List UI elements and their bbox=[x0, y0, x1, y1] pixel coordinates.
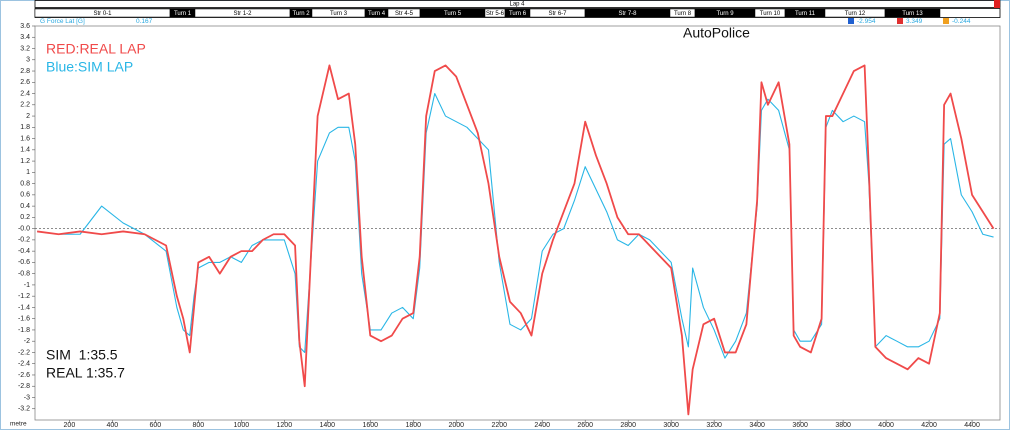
y-tick-label: -2.4 bbox=[18, 361, 30, 368]
x-tick-label: 1800 bbox=[405, 422, 421, 429]
segment-label: Turn 12 bbox=[845, 11, 866, 17]
segment-label: Turn 4 bbox=[368, 11, 386, 17]
annotation: SIM 1:35.5 bbox=[46, 347, 118, 363]
segment-label: Turn 6 bbox=[509, 11, 527, 17]
x-tick-label: 3800 bbox=[835, 422, 851, 429]
y-tick-label: -2.8 bbox=[18, 383, 30, 390]
cursor-readout: 3.349 bbox=[906, 18, 923, 25]
cursor-readout: -2.954 bbox=[857, 18, 876, 25]
y-tick-label: 1 bbox=[26, 169, 30, 176]
plot-area bbox=[34, 25, 1001, 421]
y-tick-label: 3.6 bbox=[20, 23, 30, 30]
y-tick-label: 2 bbox=[26, 113, 30, 120]
y-tick-label: -0.8 bbox=[18, 271, 30, 278]
x-tick-label: 2200 bbox=[491, 422, 507, 429]
y-tick-label: -1.2 bbox=[18, 293, 30, 300]
segment-label: Turn 8 bbox=[674, 11, 692, 17]
x-axis-label: metre bbox=[10, 421, 27, 428]
lap-marker bbox=[994, 0, 1000, 8]
y-tick-label: -2 bbox=[24, 338, 30, 345]
y-tick-label: 0.6 bbox=[20, 192, 30, 199]
y-tick-label: 3 bbox=[26, 57, 30, 64]
y-tick-label: 1.2 bbox=[20, 158, 30, 165]
x-tick-label: 1200 bbox=[277, 422, 293, 429]
cursor-readout: -0.244 bbox=[952, 18, 971, 25]
x-tick-label: 1400 bbox=[320, 422, 336, 429]
chart-title: AutoPolice bbox=[683, 25, 750, 41]
y-tick-label: -2.2 bbox=[18, 349, 30, 356]
segment-label: Str 7-8 bbox=[618, 11, 637, 17]
y-tick-label: 0.4 bbox=[20, 203, 30, 210]
segment-label: Turn 1 bbox=[174, 11, 192, 17]
y-tick-label: -1 bbox=[24, 282, 30, 289]
legend-entry: Blue:SIM LAP bbox=[46, 59, 133, 75]
y-tick-label: -2.6 bbox=[18, 372, 30, 379]
segment-label: Turn 9 bbox=[716, 11, 734, 17]
segment-label: Turn 11 bbox=[795, 11, 816, 17]
min-icon bbox=[848, 18, 854, 24]
annotation: REAL 1:35.7 bbox=[46, 365, 125, 381]
x-tick-label: 4000 bbox=[878, 422, 894, 429]
y-tick-label: -0.0 bbox=[18, 225, 30, 232]
segment-label: Turn 10 bbox=[760, 11, 781, 17]
y-tick-label: 3.4 bbox=[20, 34, 30, 41]
y-tick-label: -0.6 bbox=[18, 259, 30, 266]
max-icon bbox=[897, 18, 903, 24]
x-tick-label: 800 bbox=[192, 422, 204, 429]
y-tick-label: -1.6 bbox=[18, 316, 30, 323]
x-tick-label: 400 bbox=[107, 422, 119, 429]
segment-label: Str 1-2 bbox=[233, 11, 252, 17]
y-tick-label: 1.8 bbox=[20, 124, 30, 131]
series-line bbox=[37, 64, 995, 416]
y-tick-label: 2.6 bbox=[20, 79, 30, 86]
segment-label: Str 4-5 bbox=[395, 11, 414, 17]
y-tick-label: -1.4 bbox=[18, 304, 30, 311]
y-tick-label: -0.4 bbox=[18, 248, 30, 255]
y-tick-label: 2.2 bbox=[20, 102, 30, 109]
segment-label: Str 5-6 bbox=[486, 11, 505, 17]
avg-icon bbox=[943, 18, 949, 24]
y-tick-label: 2.4 bbox=[20, 90, 30, 97]
segment bbox=[884, 8, 941, 18]
x-tick-label: 1000 bbox=[234, 422, 250, 429]
x-tick-label: 3200 bbox=[706, 422, 722, 429]
y-tick-label: -0.2 bbox=[18, 237, 30, 244]
y-tick-label: 3.2 bbox=[20, 45, 30, 52]
lap-label: Lap 4 bbox=[509, 2, 525, 8]
x-tick-label: 3400 bbox=[749, 422, 765, 429]
x-tick-label: 2000 bbox=[448, 422, 464, 429]
x-tick-label: 2800 bbox=[620, 422, 636, 429]
y-tick-label: -3 bbox=[24, 394, 30, 401]
segment-label: Str 0-1 bbox=[93, 11, 112, 17]
x-tick-label: 1600 bbox=[362, 422, 378, 429]
legend-entry: RED:REAL LAP bbox=[46, 41, 146, 57]
channel-name: G Force Lat [G] bbox=[40, 18, 85, 25]
y-tick-label: 2.8 bbox=[20, 68, 30, 75]
y-tick-label: -1.8 bbox=[18, 327, 30, 334]
x-tick-label: 4200 bbox=[921, 422, 937, 429]
segment-label: Turn 5 bbox=[444, 11, 462, 17]
y-tick-label: 1.6 bbox=[20, 135, 30, 142]
x-tick-label: 200 bbox=[64, 422, 76, 429]
x-tick-label: 4400 bbox=[964, 422, 980, 429]
x-tick-label: 2600 bbox=[577, 422, 593, 429]
x-tick-label: 2400 bbox=[534, 422, 550, 429]
y-tick-label: 0.2 bbox=[20, 214, 30, 221]
y-tick-label: 1.4 bbox=[20, 147, 30, 154]
y-tick-label: -3.2 bbox=[18, 406, 30, 413]
segment-label: Str 6-7 bbox=[548, 11, 567, 17]
segment-label: Turn 2 bbox=[292, 11, 310, 17]
x-tick-label: 600 bbox=[150, 422, 162, 429]
x-tick-label: 3000 bbox=[663, 422, 679, 429]
y-tick-label: 0.8 bbox=[20, 180, 30, 187]
channel-value: 0.167 bbox=[136, 18, 153, 25]
segment-label: Turn 3 bbox=[330, 11, 348, 17]
segment-label: Turn 13 bbox=[902, 11, 923, 17]
x-tick-label: 3600 bbox=[792, 422, 808, 429]
